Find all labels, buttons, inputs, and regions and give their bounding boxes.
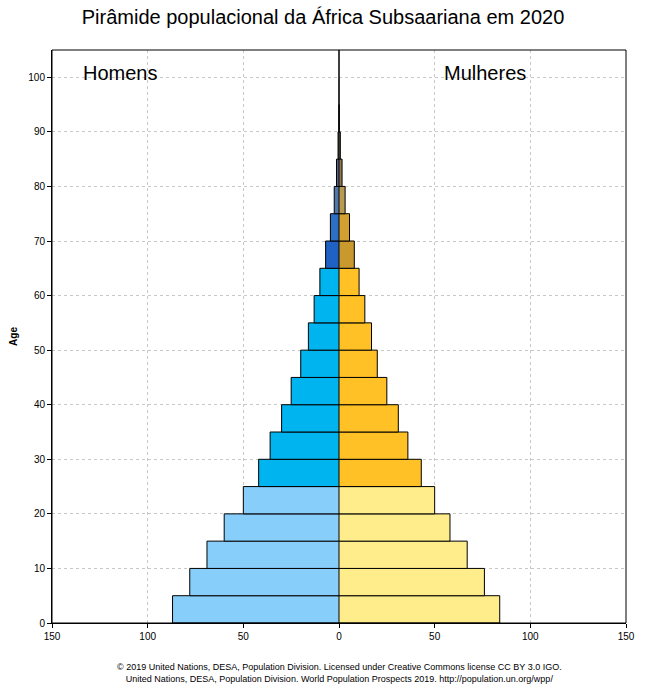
- svg-text:150: 150: [44, 631, 61, 642]
- svg-text:50: 50: [34, 345, 46, 356]
- svg-text:Pirâmide populacional da Áfric: Pirâmide populacional da África Subsaari…: [82, 6, 565, 28]
- svg-text:80: 80: [34, 181, 46, 192]
- svg-text:100: 100: [28, 72, 45, 83]
- svg-text:Mulheres: Mulheres: [444, 62, 526, 84]
- svg-text:100: 100: [139, 631, 156, 642]
- svg-text:100: 100: [522, 631, 539, 642]
- svg-text:50: 50: [238, 631, 250, 642]
- svg-text:70: 70: [34, 236, 46, 247]
- svg-text:Age: Age: [8, 327, 19, 346]
- svg-text:0: 0: [336, 631, 342, 642]
- svg-text:© 2019 United Nations, DESA, P: © 2019 United Nations, DESA, Population …: [117, 662, 562, 684]
- svg-text:150: 150: [618, 631, 635, 642]
- svg-text:30: 30: [34, 454, 46, 465]
- svg-text:Homens: Homens: [83, 62, 157, 84]
- svg-text:0: 0: [39, 618, 45, 629]
- svg-text:50: 50: [429, 631, 441, 642]
- svg-text:10: 10: [34, 563, 46, 574]
- svg-text:40: 40: [34, 399, 46, 410]
- svg-text:20: 20: [34, 508, 46, 519]
- svg-text:90: 90: [34, 126, 46, 137]
- svg-text:60: 60: [34, 290, 46, 301]
